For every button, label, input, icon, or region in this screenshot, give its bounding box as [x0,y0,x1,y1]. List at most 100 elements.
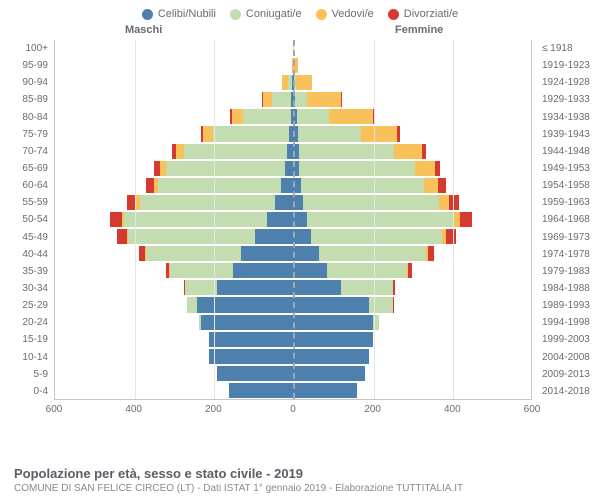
bar-segment [293,246,319,261]
bar-male [217,366,293,381]
x-tick: 0 [290,404,296,415]
y-right-label: 1919-1923 [538,57,600,74]
y-left-label: 65-69 [0,160,52,177]
bar-segment [185,280,217,295]
legend-item: Vedovi/e [316,8,374,20]
chart-subtitle: COMUNE DI SAN FELICE CIRCEO (LT) - Dati … [14,483,586,494]
bar-female [293,280,395,295]
y-left-label: 10-14 [0,349,52,366]
y-left-label: 80-84 [0,109,52,126]
bar-segment [435,161,441,176]
bar-male [230,109,293,124]
bar-male [172,144,293,159]
y-left-label: 100+ [0,40,52,57]
bar-segment [394,144,422,159]
y-left-label: 35-39 [0,263,52,280]
bar-segment [293,263,327,278]
bar-segment [110,212,122,227]
bar-segment [393,280,395,295]
chart-area: Fasce di età Anni di nascita 100+95-9990… [0,40,600,420]
bar-male [139,246,293,261]
bar-segment [439,195,449,210]
y-right-label: 2009-2013 [538,366,600,383]
bar-female [293,109,374,124]
legend-label: Celibi/Nubili [158,8,216,20]
bar-segment [241,246,293,261]
bar-female [293,315,379,330]
y-right-label: 1949-1953 [538,160,600,177]
bar-segment [184,144,288,159]
bar-segment [293,366,365,381]
bar-segment [255,229,293,244]
bar-segment [146,246,242,261]
bar-segment [293,212,307,227]
bar-segment [422,144,426,159]
bar-segment [293,315,373,330]
y-left-label: 45-49 [0,229,52,246]
bar-segment [146,178,154,193]
bar-segment [293,229,311,244]
bar-segment [299,161,415,176]
bar-segment [329,109,373,124]
bar-segment [298,126,362,141]
y-left-label: 20-24 [0,314,52,331]
y-left-label: 60-64 [0,177,52,194]
bar-female [293,246,434,261]
bar-female [293,349,369,364]
bar-segment [272,92,292,107]
y-right-label: 1969-1973 [538,229,600,246]
bar-segment [311,229,442,244]
bar-female [293,126,400,141]
bar-male [117,229,293,244]
bar-female [293,144,426,159]
bar-male [209,332,293,347]
x-axis: 6004002000200400600 [54,400,532,420]
bar-female [293,161,440,176]
y-left-label: 75-79 [0,126,52,143]
y-left-label: 40-44 [0,246,52,263]
legend-item: Celibi/Nubili [142,8,216,20]
gridline [214,40,215,399]
bar-segment [438,178,446,193]
x-tick: 600 [524,404,541,415]
bar-segment [117,229,127,244]
bar-male [146,178,293,193]
y-left-label: 30-34 [0,280,52,297]
legend-item: Divorziati/e [388,8,458,20]
y-left-label: 95-99 [0,57,52,74]
bar-male [110,212,293,227]
x-tick: 600 [46,404,63,415]
bar-female [293,366,365,381]
footer: Popolazione per età, sesso e stato civil… [14,466,586,494]
y-right-label: 1959-1963 [538,194,600,211]
bar-female [293,297,393,312]
bar-segment [301,178,424,193]
bar-segment [229,383,293,398]
legend-item: Coniugati/e [230,8,302,20]
y-right-label: 1929-1933 [538,91,600,108]
legend-swatch [316,9,327,20]
y-left-label: 55-59 [0,194,52,211]
y-right-label: 1924-1928 [538,74,600,91]
gridline [453,40,454,399]
y-right-label: 1989-1993 [538,297,600,314]
y-right-label: 2004-2008 [538,349,600,366]
bar-segment [166,161,286,176]
y-left-label: 25-29 [0,297,52,314]
bar-segment [213,126,289,141]
label-female: Femmine [395,24,443,36]
bar-segment [393,297,394,312]
bar-male [262,92,293,107]
y-right-label: ≤ 1918 [538,40,600,57]
bar-male [154,161,293,176]
y-right-label: 1979-1983 [538,263,600,280]
bar-segment [297,109,329,124]
y-axis-left: 100+95-9990-9485-8980-8475-7970-7465-696… [0,40,52,400]
bar-segment [140,195,275,210]
bar-male [282,75,293,90]
x-tick: 200 [205,404,222,415]
y-left-label: 15-19 [0,331,52,348]
y-right-label: 1934-1938 [538,109,600,126]
bar-segment [327,263,407,278]
bar-segment [307,212,454,227]
